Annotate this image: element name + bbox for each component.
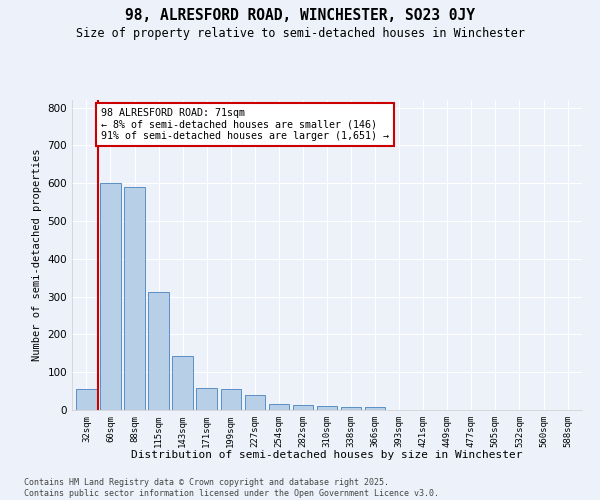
Bar [100,183,121,410]
Bar [221,389,241,410]
Bar [245,395,265,410]
Y-axis label: Number of semi-detached properties: Number of semi-detached properties [32,149,42,361]
Bar [124,187,145,410]
Bar [172,356,193,410]
Bar [365,408,385,410]
Text: 98 ALRESFORD ROAD: 71sqm
← 8% of semi-detached houses are smaller (146)
91% of s: 98 ALRESFORD ROAD: 71sqm ← 8% of semi-de… [101,108,389,141]
Text: Distribution of semi-detached houses by size in Winchester: Distribution of semi-detached houses by … [131,450,523,460]
Bar [148,292,169,410]
Bar [76,389,97,410]
Bar [269,404,289,410]
Bar [293,405,313,410]
Bar [341,407,361,410]
Bar [196,388,217,410]
Bar [317,406,337,410]
Text: Contains HM Land Registry data © Crown copyright and database right 2025.
Contai: Contains HM Land Registry data © Crown c… [24,478,439,498]
Text: 98, ALRESFORD ROAD, WINCHESTER, SO23 0JY: 98, ALRESFORD ROAD, WINCHESTER, SO23 0JY [125,8,475,22]
Text: Size of property relative to semi-detached houses in Winchester: Size of property relative to semi-detach… [76,28,524,40]
